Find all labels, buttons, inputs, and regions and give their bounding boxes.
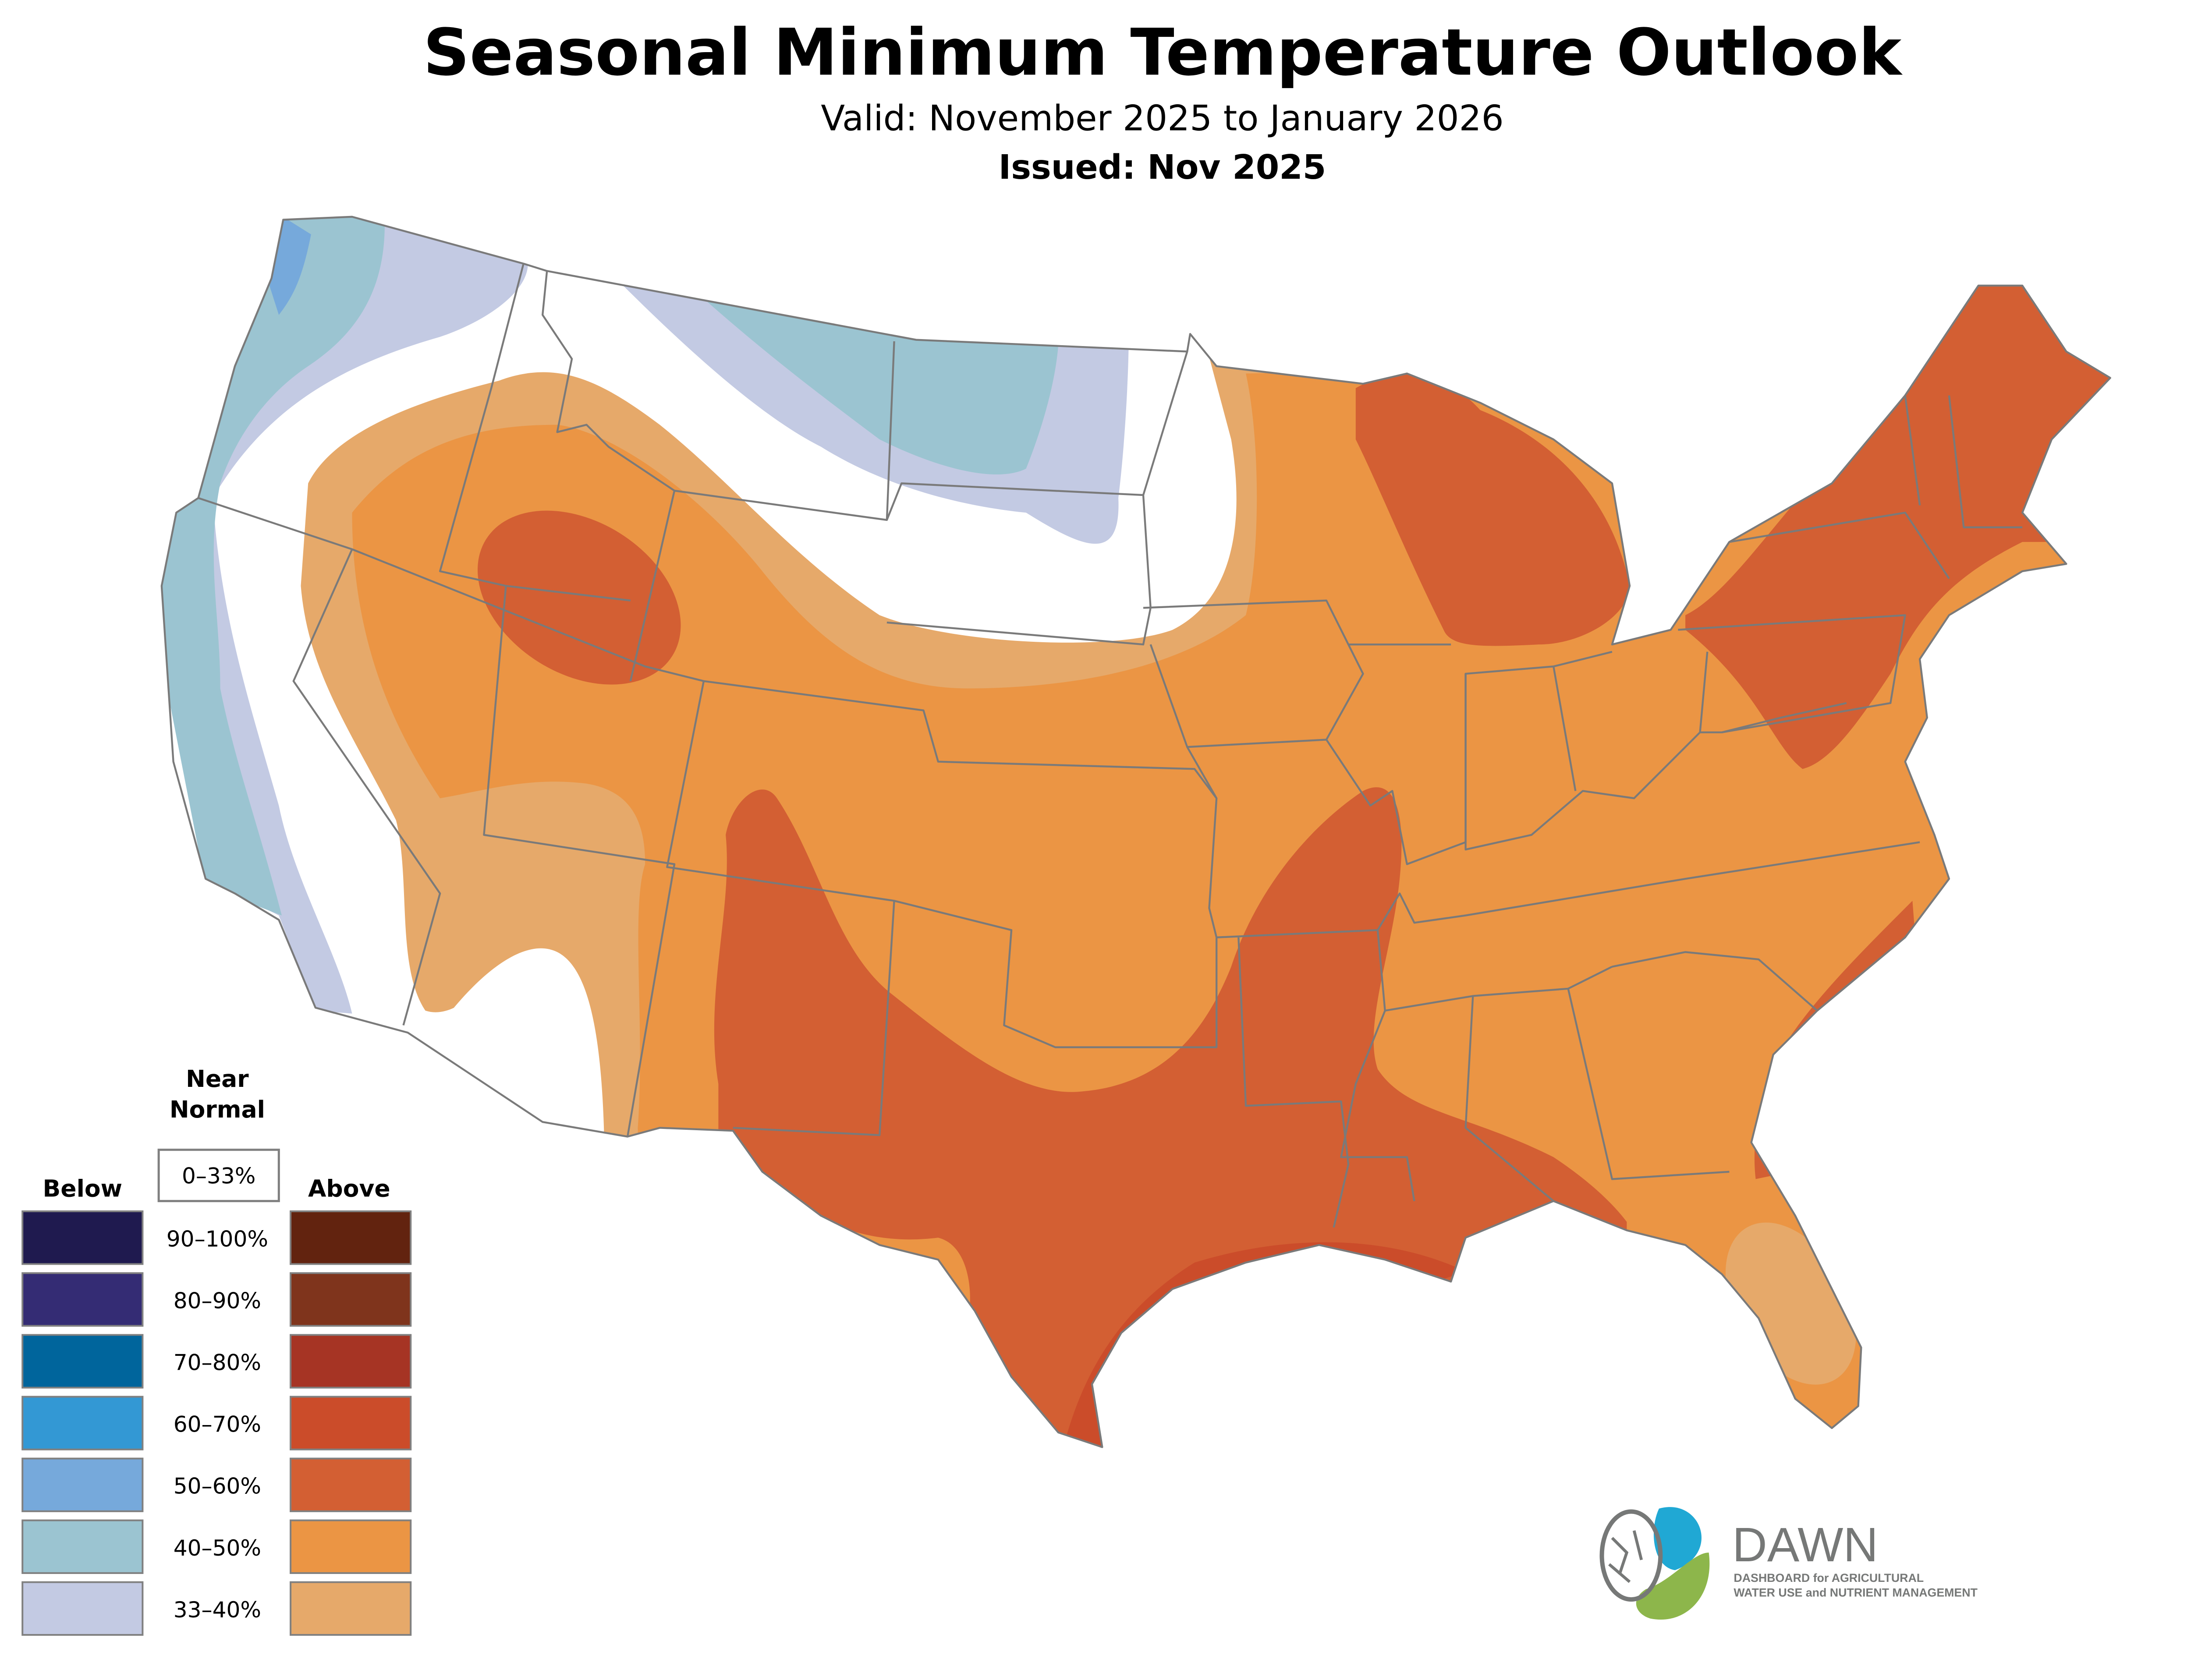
dawn-logo: DAWN DASHBOARD for AGRICULTURAL WATER US…: [1599, 1507, 1978, 1620]
legend-swatch-above: [290, 1334, 412, 1389]
state-borders: [162, 217, 2110, 1447]
legend-swatch-below: [21, 1396, 144, 1450]
legend: Near Normal 0–33% Below Above 90–100% 80–…: [21, 1065, 412, 1636]
above-50-60-great-lakes: [1355, 373, 1630, 646]
legend-range-label: 50–60%: [174, 1473, 261, 1499]
legend-swatch-above: [290, 1457, 412, 1512]
legend-below-title: Below: [43, 1175, 123, 1203]
logo-leaf: [1636, 1553, 1710, 1620]
below-40-50-west: [161, 216, 385, 916]
legend-swatch-below: [21, 1519, 144, 1574]
legend-swatch-above: [290, 1519, 412, 1574]
logo-circuit: [1599, 1509, 1663, 1602]
issued-date: Issued: Nov 2025: [999, 148, 1326, 187]
legend-swatch-below: [21, 1457, 144, 1512]
legend-range-label: 90–100%: [167, 1226, 268, 1252]
above-60-70-gulf: [1063, 1242, 1466, 1447]
logo-name: DAWN: [1732, 1518, 1878, 1572]
legend-swatch-above: [290, 1210, 412, 1265]
legend-near-normal-title-1: Near: [186, 1065, 249, 1093]
legend-near-normal-range: 0–33%: [182, 1163, 255, 1189]
logo-tagline-1: DASHBOARD for AGRICULTURAL: [1734, 1571, 1924, 1585]
legend-range-label: 70–80%: [174, 1350, 261, 1376]
legend-swatch-above: [290, 1396, 412, 1450]
legend-swatch-below: [21, 1334, 144, 1389]
logo-tagline-2: WATER USE and NUTRIENT MANAGEMENT: [1734, 1586, 1978, 1599]
logo-water-drop: [1653, 1507, 1702, 1570]
legend-near-normal-title-2: Normal: [170, 1096, 265, 1123]
legend-near-normal-box: [157, 1149, 280, 1203]
legend-swatch-above: [290, 1272, 412, 1327]
valid-period: Valid: November 2025 to January 2026: [821, 98, 1503, 139]
above-50-60-idaho: [477, 510, 681, 685]
legend-above-title: Above: [308, 1175, 390, 1203]
legend-range-label: 60–70%: [174, 1411, 261, 1437]
legend-range-label: 40–50%: [174, 1535, 261, 1561]
above-50-60-northeast: [1685, 249, 2110, 769]
legend-swatch-below: [21, 1272, 144, 1327]
page-title: Seasonal Minimum Temperature Outlook: [423, 15, 1903, 90]
legend-range-label: 33–40%: [174, 1597, 261, 1623]
legend-swatch-below: [21, 1581, 144, 1636]
legend-range-label: 80–90%: [174, 1287, 261, 1313]
legend-swatch-above: [290, 1581, 412, 1636]
legend-swatch-below: [21, 1210, 144, 1265]
